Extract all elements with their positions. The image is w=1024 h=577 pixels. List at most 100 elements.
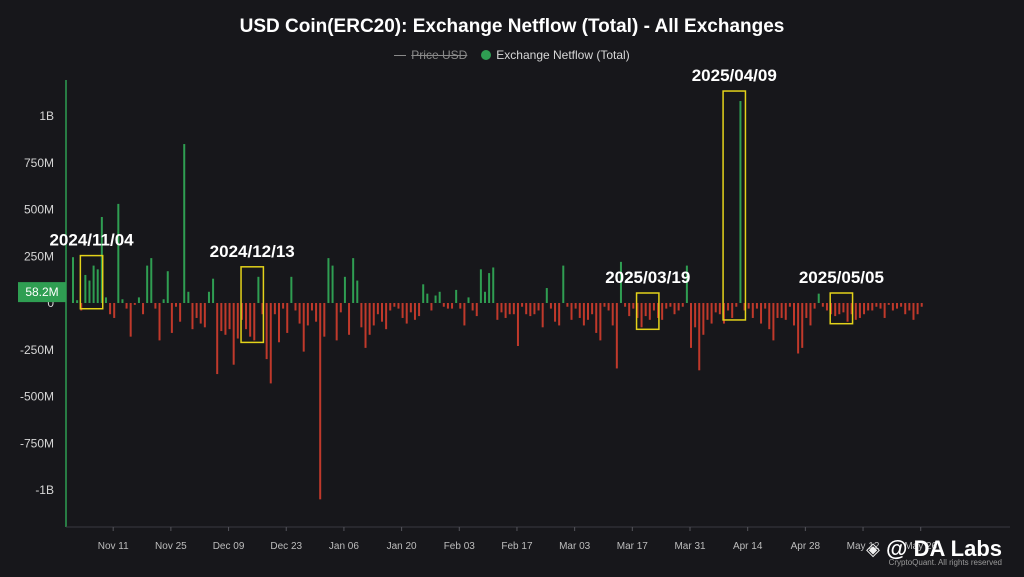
netflow-bar: [228, 303, 231, 330]
netflow-bar: [245, 303, 248, 330]
netflow-bar: [240, 303, 243, 320]
netflow-bar: [319, 303, 322, 500]
netflow-bar: [372, 303, 375, 326]
netflow-bar: [158, 303, 161, 341]
netflow-bar: [545, 288, 548, 303]
netflow-bar: [306, 303, 309, 326]
netflow-bar: [170, 303, 173, 333]
netflow-bar: [249, 303, 252, 337]
netflow-bar: [475, 303, 478, 317]
netflow-bar: [714, 303, 717, 313]
netflow-bar: [352, 258, 355, 303]
netflow-bar: [900, 303, 903, 307]
netflow-bar: [632, 303, 635, 309]
netflow-bar: [908, 303, 911, 311]
netflow-bar: [84, 274, 87, 303]
netflow-bar: [356, 280, 359, 303]
netflow-bar: [805, 303, 808, 318]
netflow-bar: [871, 303, 874, 311]
netflow-bar: [648, 303, 651, 320]
netflow-bar: [129, 303, 132, 337]
netflow-bar: [104, 297, 107, 303]
netflow-bar: [282, 303, 285, 309]
netflow-bar: [232, 303, 235, 365]
netflow-bar: [784, 303, 787, 320]
netflow-bar: [883, 303, 886, 318]
legend-label-price: Price USD: [411, 48, 468, 62]
netflow-bar: [492, 267, 495, 303]
netflow-bar: [442, 303, 445, 307]
netflow-bar: [710, 303, 713, 324]
netflow-bar: [867, 303, 870, 311]
netflow-bar: [558, 303, 561, 326]
netflow-bar: [504, 303, 507, 318]
netflow-bar: [554, 303, 557, 322]
netflow-bar: [183, 144, 186, 303]
netflow-bar: [88, 280, 91, 303]
netflow-bar: [731, 303, 734, 318]
netflow-bar: [813, 303, 816, 309]
netflow-bar: [562, 265, 565, 303]
netflow-bar: [846, 303, 849, 322]
legend-item-price[interactable]: Price USD: [394, 48, 467, 62]
netflow-bar: [179, 303, 182, 322]
netflow-bar: [463, 303, 466, 326]
netflow-bar: [323, 303, 326, 337]
netflow-bar: [236, 303, 239, 339]
netflow-bar: [788, 303, 791, 307]
netflow-bar: [521, 303, 524, 307]
netflow-bar: [739, 101, 742, 303]
netflow-bar: [76, 300, 79, 303]
netflow-bar: [619, 261, 622, 303]
netflow-bar: [212, 278, 215, 303]
netflow-bar: [405, 303, 408, 324]
y-tick-label: 1B: [39, 109, 54, 123]
annotation-label: 2025/05/05: [799, 268, 884, 287]
x-tick-label: Jan 20: [387, 541, 417, 552]
netflow-bar: [150, 258, 153, 303]
netflow-bar: [339, 303, 342, 313]
annotation-box: [635, 292, 660, 331]
netflow-bar: [690, 303, 692, 348]
netflow-bar: [801, 303, 804, 348]
netflow-bar: [817, 293, 820, 303]
netflow-bar: [797, 303, 800, 354]
netflow-bar: [863, 303, 866, 315]
netflow-bar: [335, 303, 338, 341]
netflow-bar: [879, 303, 882, 309]
netflow-bar: [912, 303, 915, 320]
netflow-bar: [533, 303, 536, 315]
netflow-bar: [430, 303, 433, 311]
netflow-bar: [360, 303, 363, 328]
netflow-bar: [685, 265, 688, 303]
x-tick-label: Feb 03: [444, 541, 476, 552]
netflow-bar: [916, 303, 919, 315]
netflow-bar: [891, 303, 894, 311]
netflow-bar: [508, 303, 511, 315]
netflow-bar: [842, 303, 845, 313]
annotation-box: [240, 266, 265, 344]
netflow-bar: [409, 303, 412, 313]
netflow-bar: [896, 303, 898, 309]
netflow-bar: [455, 289, 458, 303]
netflow-bar: [142, 303, 145, 315]
netflow-bar: [451, 303, 454, 309]
annotation-box: [79, 254, 104, 310]
netflow-bar: [381, 303, 383, 322]
y-tick-label: -250M: [20, 343, 54, 357]
chart-legend: Price USD Exchange Netflow (Total): [0, 48, 1024, 62]
netflow-bar: [628, 303, 631, 317]
netflow-bar: [162, 299, 165, 303]
binance-logo-icon: ◈: [866, 538, 881, 559]
netflow-bar: [780, 303, 783, 318]
y-tick-label: 250M: [24, 249, 54, 263]
legend-item-netflow[interactable]: Exchange Netflow (Total): [481, 48, 630, 62]
netflow-bar: [887, 303, 890, 305]
netflow-bar: [858, 303, 861, 318]
netflow-bar: [587, 303, 589, 320]
netflow-bar: [603, 303, 606, 307]
annotation-label: 2025/03/19: [605, 268, 690, 287]
netflow-bar: [529, 303, 532, 317]
netflow-bar: [578, 303, 581, 318]
netflow-bar: [793, 303, 795, 326]
